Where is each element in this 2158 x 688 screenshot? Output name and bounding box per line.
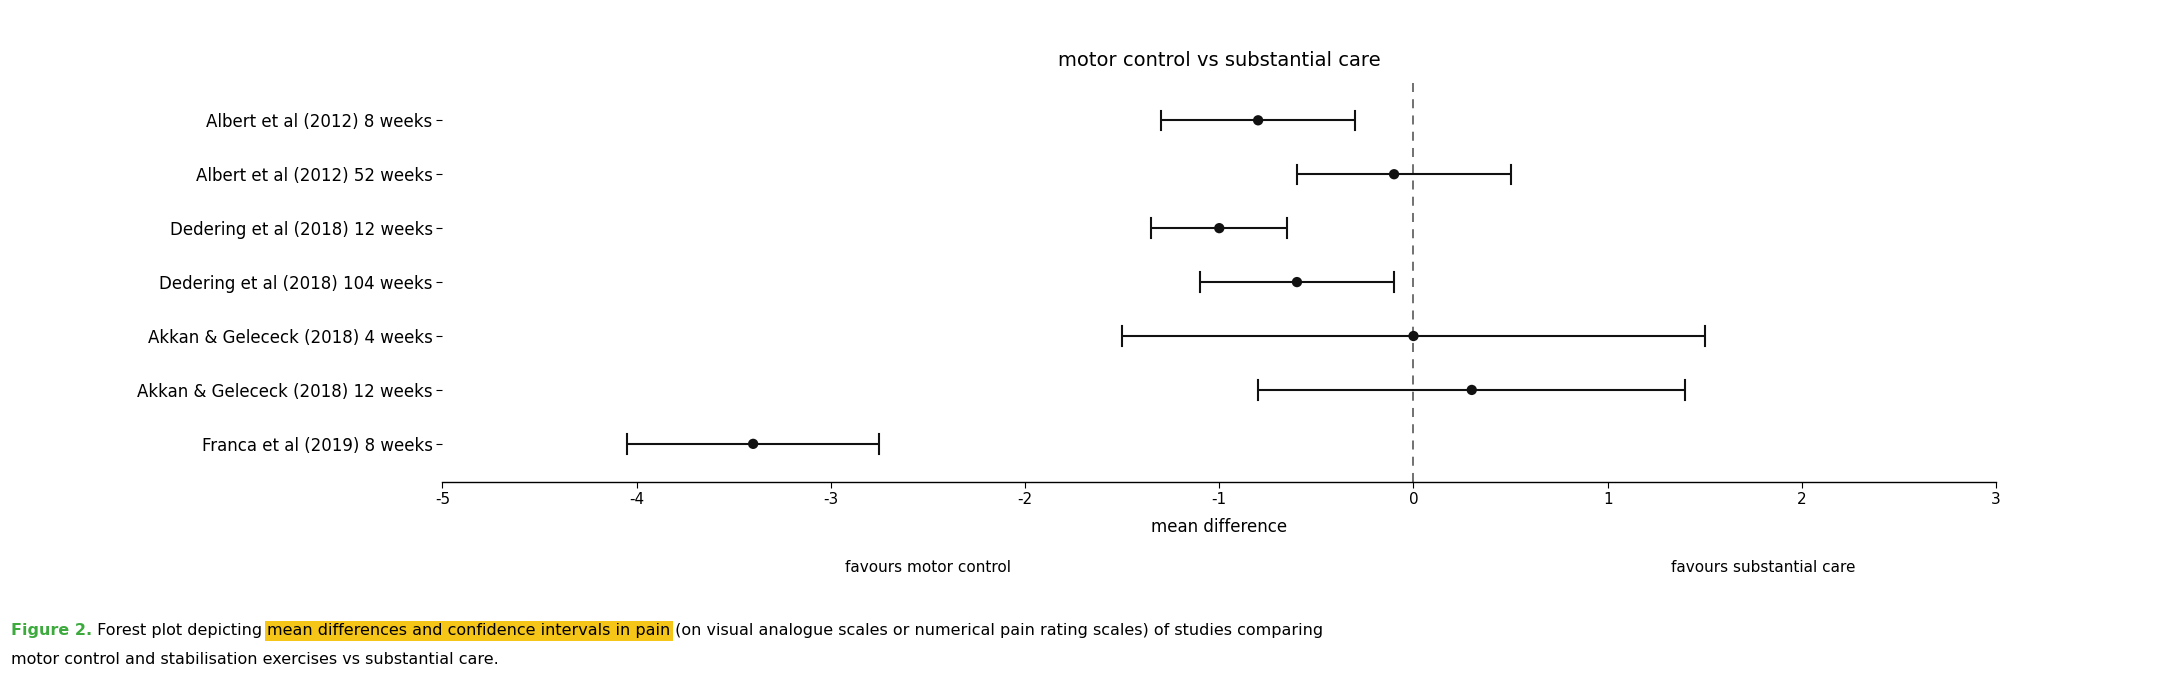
Point [1280, 277, 1314, 288]
Text: Figure 2.: Figure 2. [11, 623, 93, 638]
Text: (on visual analogue scales or numerical pain rating scales) of studies comparing: (on visual analogue scales or numerical … [671, 623, 1323, 638]
Text: Forest plot depicting: Forest plot depicting [93, 623, 268, 638]
Point [1377, 169, 1411, 180]
Point [736, 438, 770, 449]
Text: favours substantial care: favours substantial care [1670, 560, 1856, 575]
Text: mean differences and confidence intervals in pain: mean differences and confidence interval… [268, 623, 671, 638]
Point [1202, 223, 1237, 234]
Point [1454, 385, 1489, 396]
X-axis label: mean difference: mean difference [1150, 518, 1288, 536]
Point [1396, 330, 1431, 341]
Title: motor control vs substantial care: motor control vs substantial care [1057, 51, 1381, 70]
Text: motor control and stabilisation exercises vs substantial care.: motor control and stabilisation exercise… [11, 652, 498, 667]
Text: favours motor control: favours motor control [846, 560, 1010, 575]
Point [1241, 115, 1275, 126]
